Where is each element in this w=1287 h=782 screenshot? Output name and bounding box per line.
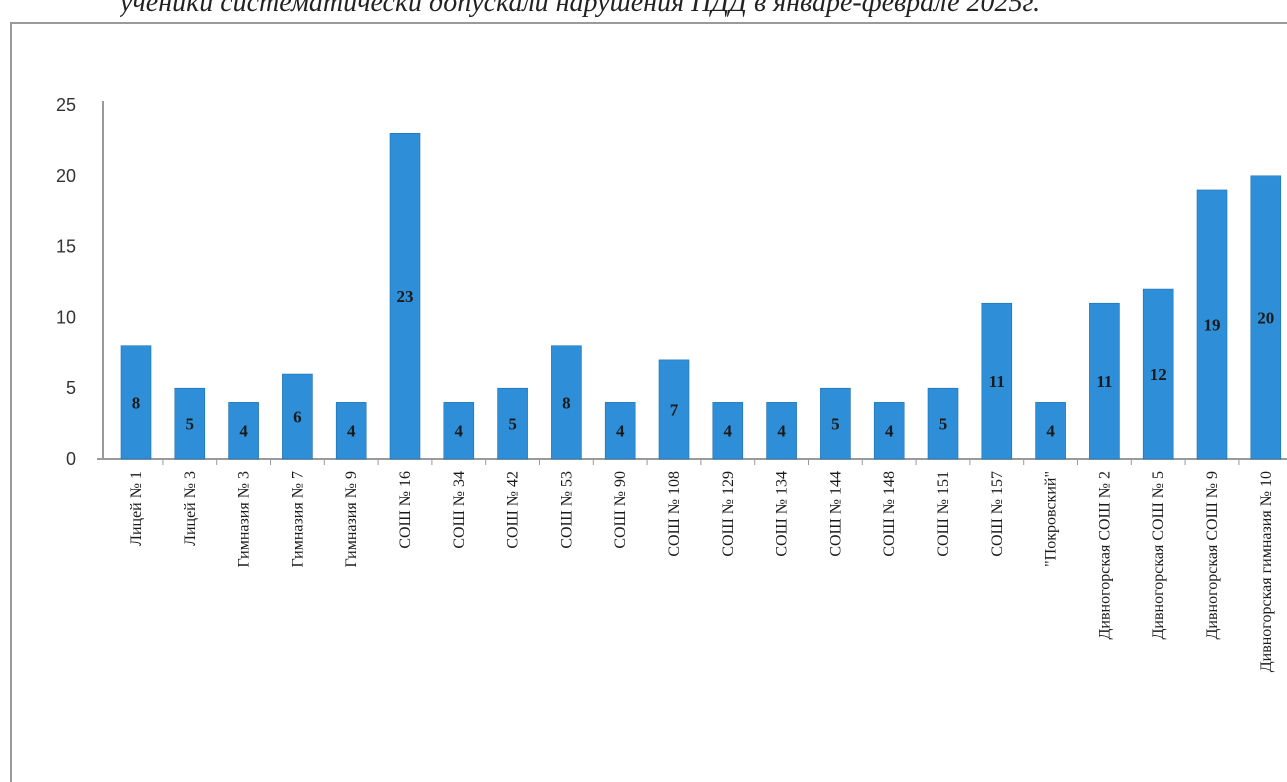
bars	[120, 133, 1282, 460]
bar	[497, 387, 528, 460]
bar	[658, 359, 690, 460]
x-tick-label: СОШ № 108	[666, 471, 683, 557]
x-tick-label: Лицей № 1	[128, 471, 145, 546]
data-label: 4	[239, 422, 248, 441]
bar	[335, 402, 367, 460]
chart-frame: 0 5 10 15 20 25 8 5 4 6 4 23 4 5 8 4 7 4 4 5 4 5 11 4 11 12 19 20 …	[10, 22, 1287, 782]
x-tick-label: "Покровский"	[1043, 471, 1060, 567]
bar	[443, 402, 475, 460]
x-tick-label: Гимназия № 9	[343, 471, 360, 568]
y-tick-label: 5	[66, 378, 76, 398]
x-tick-label: Дивногорская СОШ № 9	[1204, 471, 1221, 639]
y-tick-label: 25	[56, 95, 76, 115]
data-label: 23	[397, 287, 414, 306]
x-tick-label: СОШ № 151	[935, 471, 952, 557]
bar	[981, 302, 1013, 460]
bar	[712, 402, 744, 460]
bar	[1089, 302, 1120, 460]
x-tick-label: Лицей № 3	[182, 471, 199, 546]
x-tick-label: СОШ № 53	[558, 471, 575, 549]
y-tick-label: 20	[56, 166, 76, 186]
data-label: 20	[1257, 308, 1274, 327]
x-tick-label: Гимназия № 3	[236, 471, 253, 568]
bar	[228, 402, 259, 460]
bar	[820, 387, 851, 460]
data-label: 5	[831, 415, 840, 434]
data-label: 5	[939, 415, 948, 434]
data-label: 19	[1204, 315, 1221, 334]
data-label: 8	[562, 393, 571, 412]
y-tick-label: 0	[66, 449, 76, 469]
page-heading: ученики систематически допускали нарушен…	[120, 0, 1041, 18]
x-tick-label: СОШ № 42	[505, 471, 522, 549]
x-tick-label: Дивногорская СОШ № 2	[1096, 471, 1113, 639]
data-label: 4	[885, 422, 894, 441]
bar	[1250, 175, 1282, 460]
data-label: 5	[186, 415, 195, 434]
x-tick-label: Дивногорская гимназия № 10	[1258, 471, 1275, 672]
data-label: 11	[989, 372, 1005, 391]
x-tick-label: СОШ № 134	[774, 471, 791, 557]
data-label: 12	[1150, 365, 1167, 384]
bar	[120, 345, 152, 460]
x-axis	[97, 458, 1287, 465]
x-tick-label: СОШ № 148	[881, 471, 898, 557]
data-label: 4	[777, 422, 786, 441]
bar	[282, 373, 313, 460]
bar	[873, 402, 905, 460]
bar	[389, 133, 421, 460]
x-tick-label: Гимназия № 7	[289, 471, 306, 568]
bar	[604, 402, 636, 460]
x-tick-label: СОШ № 34	[451, 471, 468, 549]
data-label: 4	[455, 422, 464, 441]
x-tick-label: СОШ № 144	[827, 471, 844, 557]
x-tick-label: СОШ № 157	[989, 471, 1006, 557]
x-tick-label: СОШ № 90	[612, 471, 629, 549]
bar	[551, 345, 582, 460]
bar	[766, 402, 797, 460]
bar	[927, 387, 959, 460]
x-tick-labels: Лицей № 1 Лицей № 3 Гимназия № 3 Гимназия №…	[128, 471, 1275, 672]
bar	[1035, 402, 1066, 460]
x-tick-label: СОШ № 16	[397, 471, 414, 549]
data-label: 4	[347, 422, 356, 441]
data-labels: 8 5 4 6 4 23 4 5 8 4 7 4 4 5 4 5 11 4 11 12 19 20	[132, 287, 1275, 441]
data-label: 4	[1046, 422, 1055, 441]
y-axis: 0 5 10 15 20 25	[56, 95, 104, 469]
bar	[1196, 189, 1228, 460]
data-label: 7	[670, 400, 679, 419]
data-label: 4	[616, 422, 625, 441]
x-tick-label: Дивногорская СОШ № 5	[1150, 471, 1167, 639]
data-label: 5	[508, 415, 516, 434]
data-label: 6	[293, 408, 302, 427]
bar	[1142, 288, 1174, 460]
x-tick-label: СОШ № 129	[720, 471, 737, 557]
data-label: 8	[132, 393, 141, 412]
y-tick-label: 15	[56, 237, 76, 257]
bar	[174, 387, 206, 460]
data-label: 11	[1096, 372, 1112, 391]
data-label: 4	[724, 422, 733, 441]
y-tick-label: 10	[56, 307, 76, 327]
